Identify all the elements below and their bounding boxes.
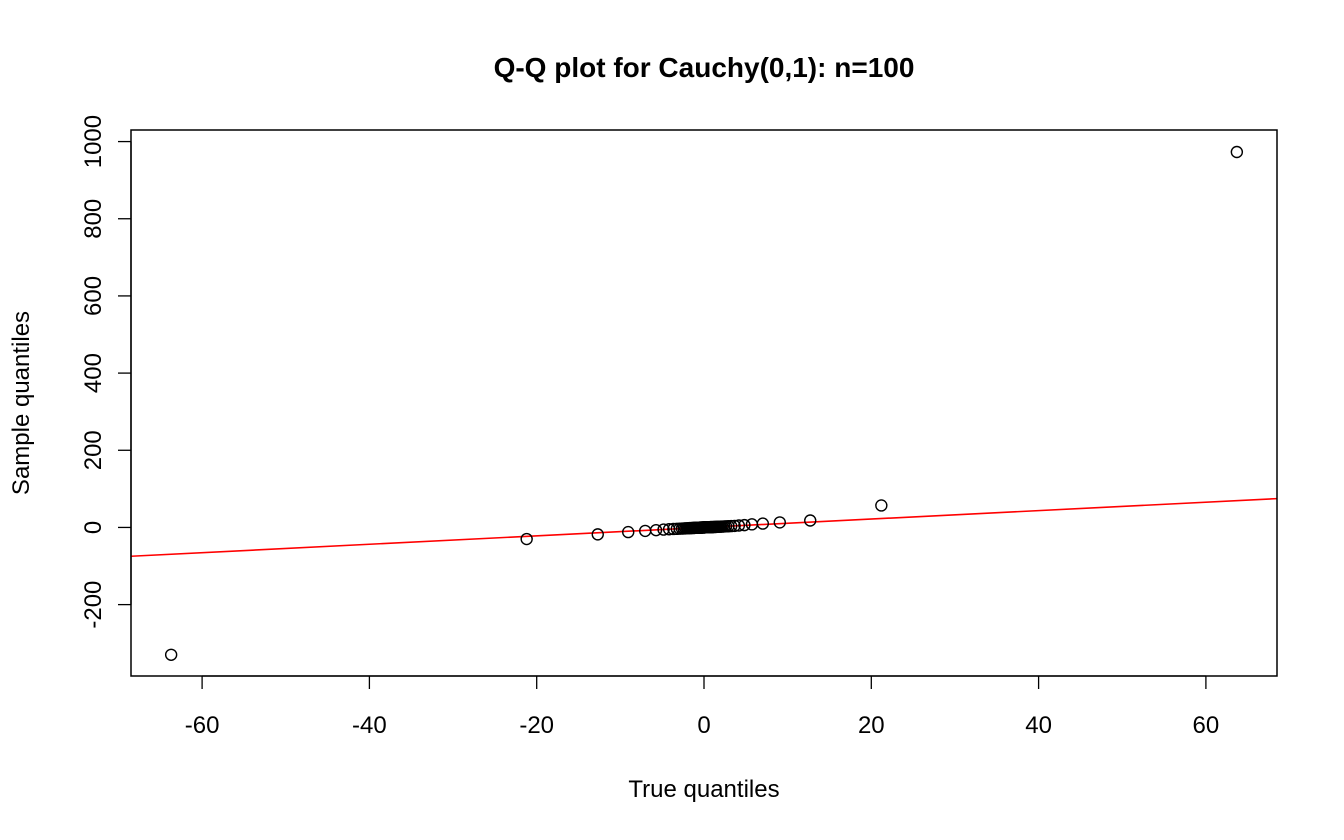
x-tick-label: -20 — [519, 712, 554, 739]
y-tick-label: 600 — [80, 276, 107, 316]
x-axis: -60 -40 -20 0 20 40 60 — [185, 675, 1220, 739]
y-tick-label: 400 — [80, 353, 107, 393]
plot-area-frame — [130, 129, 1278, 677]
x-tick-label: 40 — [1025, 712, 1052, 739]
data-point — [732, 519, 746, 532]
data-point — [520, 532, 533, 546]
chart-title: Q-Q plot for Cauchy(0,1): n=100 — [494, 52, 915, 83]
data-point — [657, 523, 670, 536]
data-point — [622, 525, 635, 539]
x-tick-label: 60 — [1193, 712, 1220, 739]
data-point — [773, 516, 786, 529]
data-point — [756, 517, 770, 530]
data-point — [591, 528, 604, 541]
data-point — [649, 523, 663, 537]
y-tick-label: 800 — [80, 199, 107, 239]
x-tick-label: 20 — [858, 712, 885, 739]
x-tick-label: 0 — [697, 712, 710, 739]
data-point — [728, 519, 741, 533]
y-tick-label: 200 — [80, 430, 107, 470]
data-point — [1230, 145, 1244, 159]
x-axis-label: True quantiles — [628, 776, 779, 803]
points-layer — [164, 145, 1244, 661]
x-tick-label: -60 — [185, 712, 220, 739]
data-point — [164, 648, 178, 661]
data-point — [724, 519, 738, 533]
y-tick-label: 0 — [80, 521, 107, 534]
data-point — [875, 499, 888, 512]
y-axis: -200 0 200 400 600 800 1000 — [80, 115, 132, 629]
x-tick-label: -40 — [352, 712, 387, 739]
y-tick-label: -200 — [80, 581, 107, 629]
data-point — [738, 518, 751, 532]
y-tick-label: 1000 — [80, 115, 107, 168]
y-axis-label: Sample quantiles — [8, 311, 35, 495]
data-point — [804, 514, 817, 527]
